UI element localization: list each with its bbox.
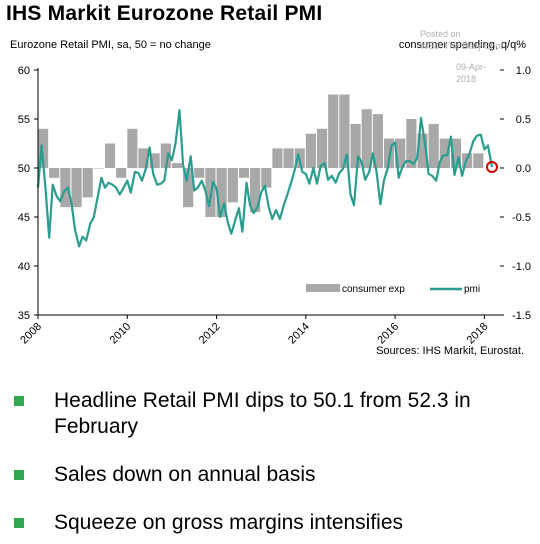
legend-bar-swatch <box>306 284 340 292</box>
consumer-exp-bar <box>149 153 160 168</box>
consumer-exp-bar <box>361 109 372 168</box>
x-axis-tick-label: 2016 <box>375 321 401 347</box>
consumer-exp-bar <box>350 123 361 168</box>
legend-line-label: pmi <box>464 284 480 295</box>
consumer-exp-bar <box>116 168 127 178</box>
left-axis-tick-label: 35 <box>18 310 30 322</box>
consumer-exp-bar <box>49 168 60 178</box>
source-note: Sources: IHS Markit, Eurostat. <box>376 345 524 357</box>
right-axis-title: consumer spending, q/q% <box>398 39 526 51</box>
x-axis-tick-label: 2012 <box>197 321 223 347</box>
consumer-exp-bar <box>216 168 227 217</box>
x-axis-tick-label: 2018 <box>465 321 491 347</box>
consumer-exp-bar <box>272 148 283 168</box>
consumer-exp-bar <box>339 94 350 168</box>
consumer-exp-bar <box>395 138 406 168</box>
consumer-exp-bar <box>305 133 316 168</box>
consumer-exp-bar <box>93 168 104 169</box>
x-axis-tick-label: 2014 <box>286 321 312 347</box>
consumer-exp-bar <box>439 138 450 168</box>
latest-point-marker <box>485 161 498 174</box>
left-axis-tick-label: 40 <box>18 261 30 273</box>
consumer-exp-bar <box>250 168 261 213</box>
pmi-line <box>36 109 494 248</box>
bullet-square-icon <box>14 470 24 480</box>
right-axis-tick-label: -0.5 <box>512 212 531 224</box>
watermark: Posted on WSJ: The Daily Shot 09-Apr-201… <box>420 28 503 84</box>
consumer-exp-bar <box>473 153 484 168</box>
consumer-exp-bar <box>428 123 439 168</box>
consumer-exp-bar <box>227 168 238 203</box>
bullet-square-icon <box>14 518 24 528</box>
consumer-exp-bar <box>71 168 82 208</box>
chart-subtitle: Eurozone Retail PMI, sa, 50 = no change <box>10 39 211 51</box>
bullet-text: Sales down on annual basis <box>54 463 316 486</box>
chart: 35 40 45 50 55 60 -1.5 -1.0 -0.5 0.0 0.5 1.0 2008 201… <box>18 65 531 347</box>
right-axis-tick-label: 1.0 <box>516 65 531 77</box>
consumer-exp-bar <box>183 168 194 208</box>
watermark-line-2: WSJ: The Daily Shot <box>420 41 503 51</box>
consumer-exp-bar <box>127 128 138 168</box>
right-axis-tick-label: -1.5 <box>512 310 531 322</box>
consumer-exp-bar <box>417 133 428 168</box>
consumer-exp-bar <box>406 119 417 168</box>
x-axis-tick-label: 2010 <box>108 321 134 347</box>
consumer-exp-bar <box>82 168 93 198</box>
watermark-line-1: Posted on <box>420 29 461 39</box>
bullet-square-icon <box>14 396 24 406</box>
consumer-exp-bar <box>261 168 272 188</box>
right-axis-tick-label: 0.5 <box>516 114 531 126</box>
right-axis-tick-label: -1.0 <box>512 261 531 273</box>
left-axis-tick-label: 60 <box>18 65 30 77</box>
consumer-exp-bar <box>138 148 149 168</box>
consumer-exp-bar <box>60 168 71 208</box>
consumer-exp-bar <box>194 168 205 178</box>
consumer-exp-bar <box>328 94 339 168</box>
bullet-text: Headline Retail PMI dips to 50.1 from 52… <box>54 389 471 438</box>
consumer-exp-bar <box>104 143 116 168</box>
left-axis-tick-label: 50 <box>18 163 30 175</box>
consumer-exp-bar <box>160 143 171 168</box>
consumer-exp-bar <box>283 148 294 168</box>
consumer-exp-bar <box>238 168 250 178</box>
bullet-text: Squeeze on gross margins intensifies <box>54 511 404 534</box>
x-axis-tick-label: 2008 <box>18 321 44 347</box>
consumer-exp-bar <box>38 128 49 168</box>
consumer-exp-bar <box>450 138 462 168</box>
watermark-line-3: 09-Apr-2018 <box>456 62 487 84</box>
consumer-exp-bar <box>372 114 383 168</box>
right-axis-tick-label: 0.0 <box>516 163 531 175</box>
left-axis-tick-label: 45 <box>18 212 30 224</box>
slide-title: IHS Markit Eurozone Retail PMI <box>6 2 323 25</box>
consumer-exp-bar <box>383 138 395 168</box>
left-axis-tick-label: 55 <box>18 114 30 126</box>
legend-bar-label: consumer exp <box>342 284 405 295</box>
consumer-exp-bar <box>171 163 183 168</box>
consumer-exp-bar <box>316 128 328 168</box>
